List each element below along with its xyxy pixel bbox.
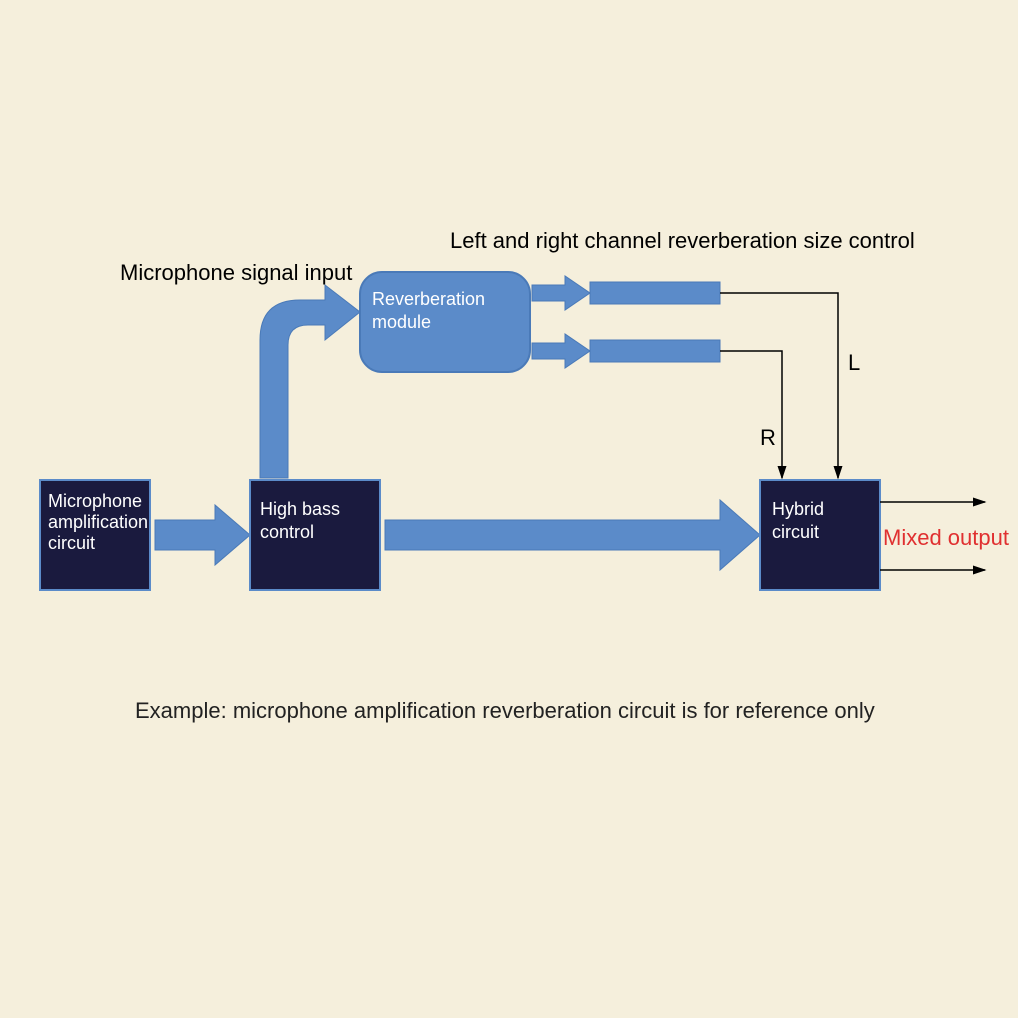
label-mic-signal: Microphone signal input (120, 260, 352, 285)
high-bass-text-1: High bass (260, 499, 340, 519)
label-R: R (760, 425, 776, 450)
high-bass-text-2: control (260, 522, 314, 542)
slider-L (590, 282, 720, 304)
arrow-reverb-to-slider2 (532, 334, 590, 368)
reverb-text-1: Reverberation (372, 289, 485, 309)
arrow-mic-to-highbass (155, 505, 250, 565)
caption: Example: microphone amplification reverb… (135, 698, 875, 723)
slider-R (590, 340, 720, 362)
label-lr-control: Left and right channel reverberation siz… (450, 228, 915, 253)
arrow-reverb-to-slider1 (532, 276, 590, 310)
mic-amp-text-2: amplification (48, 512, 148, 532)
label-L: L (848, 350, 860, 375)
arrow-highbass-to-reverb (260, 285, 360, 478)
hybrid-text-1: Hybrid (772, 499, 824, 519)
hybrid-text-2: circuit (772, 522, 819, 542)
line-R (720, 351, 782, 478)
reverb-text-2: module (372, 312, 431, 332)
arrow-highbass-to-hybrid (385, 500, 760, 570)
mic-amp-text-1: Microphone (48, 491, 142, 511)
mic-amp-text-3: circuit (48, 533, 95, 553)
line-L (720, 293, 838, 478)
label-mixed-output: Mixed output (883, 525, 1009, 550)
